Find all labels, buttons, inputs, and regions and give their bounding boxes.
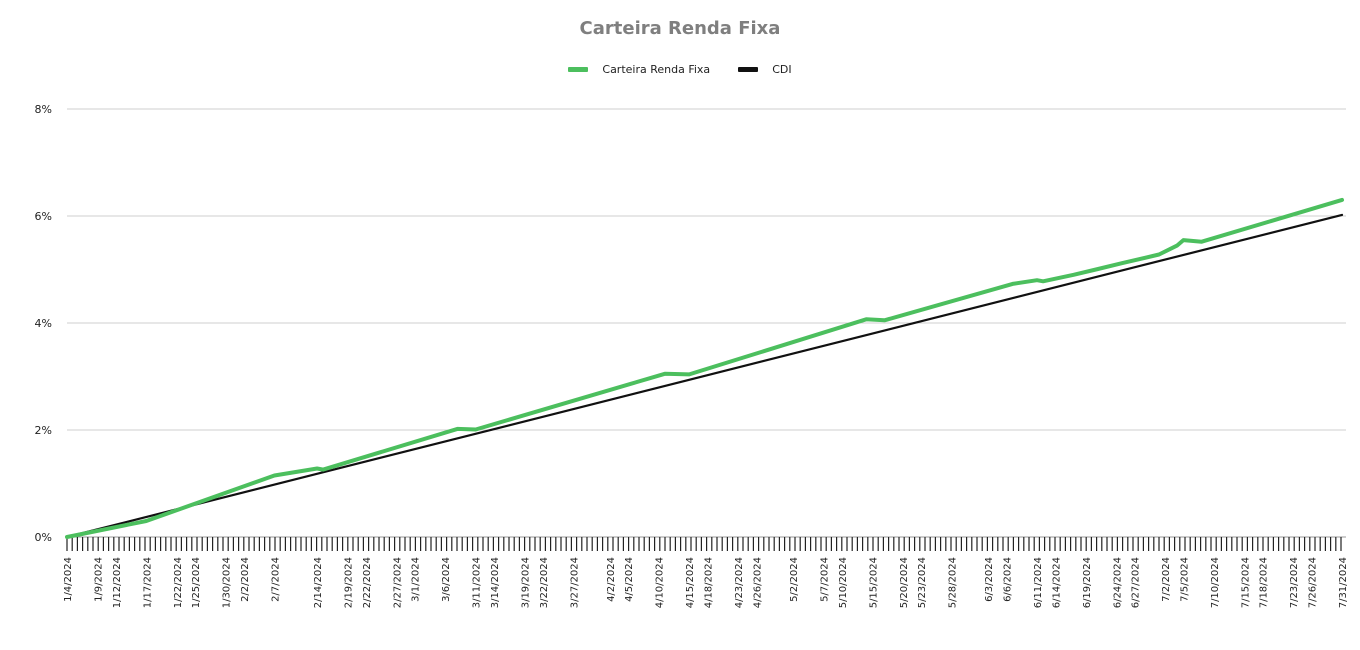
chart-title: Carteira Renda Fixa <box>579 18 781 39</box>
x-tick-label: 1/12/2024 <box>112 557 123 608</box>
legend: Carteira Renda Fixa CDI <box>0 63 1360 76</box>
x-axis-tick-labels: 1/4/2024 1/9/2024 1/12/2024 1/17/2024 1/22/2… <box>63 557 1349 608</box>
x-tick-label: 4/18/2024 <box>704 557 715 608</box>
x-tick-label: 2/7/2024 <box>270 557 281 602</box>
x-tick-label: 4/26/2024 <box>752 557 763 608</box>
x-tick-label: 3/27/2024 <box>569 557 580 608</box>
legend-label-cdi: CDI <box>772 63 792 76</box>
x-tick-label: 6/24/2024 <box>1112 557 1123 608</box>
x-tick-label: 5/15/2024 <box>868 557 879 608</box>
x-tick-label: 2/27/2024 <box>392 557 403 608</box>
x-tick-label: 7/31/2024 <box>1338 557 1349 608</box>
x-tick-label: 1/25/2024 <box>191 557 202 608</box>
x-tick-label: 4/15/2024 <box>685 557 696 608</box>
x-axis <box>66 536 1346 551</box>
x-tick-label: 1/30/2024 <box>222 557 233 608</box>
x-tick-label: 4/10/2024 <box>655 557 666 608</box>
x-tick-label: 1/22/2024 <box>173 557 184 608</box>
x-tick-label: 3/22/2024 <box>539 557 550 608</box>
x-tick-label: 7/2/2024 <box>1161 557 1172 602</box>
x-tick-label: 1/4/2024 <box>63 557 74 602</box>
x-tick-label: 6/3/2024 <box>984 557 995 602</box>
x-tick-label: 3/6/2024 <box>441 557 452 602</box>
series-lines <box>65 197 1344 539</box>
x-tick-label: 7/26/2024 <box>1307 557 1318 608</box>
x-tick-label: 3/1/2024 <box>411 557 422 602</box>
x-tick-label: 7/5/2024 <box>1179 557 1190 602</box>
x-tick-label: 6/14/2024 <box>1051 557 1062 608</box>
legend-label-carteira: Carteira Renda Fixa <box>602 63 711 76</box>
x-tick-label: 6/19/2024 <box>1082 557 1093 608</box>
x-tick-label: 1/9/2024 <box>94 557 105 602</box>
x-tick-label: 4/23/2024 <box>734 557 745 608</box>
series-line-cdi <box>65 213 1344 539</box>
legend-swatch-carteira <box>568 67 589 72</box>
x-tick-label: 4/5/2024 <box>624 557 635 602</box>
x-tick-label: 6/27/2024 <box>1131 557 1142 608</box>
x-tick-label: 2/14/2024 <box>313 557 324 608</box>
gridlines <box>67 108 1346 431</box>
x-tick-label: 7/18/2024 <box>1259 557 1270 608</box>
x-tick-label: 2/19/2024 <box>344 557 355 608</box>
y-axis-ticks: 0% 2% 4% 6% 8% <box>35 103 52 544</box>
x-tick-label: 5/23/2024 <box>917 557 928 608</box>
x-tick-label: 5/28/2024 <box>948 557 959 608</box>
y-tick-label: 2% <box>35 424 52 437</box>
y-tick-label: 6% <box>35 210 52 223</box>
x-tick-label: 2/2/2024 <box>240 557 251 602</box>
x-tick-label: 3/11/2024 <box>472 557 483 608</box>
series-line-carteira <box>65 197 1344 539</box>
x-tick-label: 6/6/2024 <box>1002 557 1013 602</box>
x-tick-label: 5/20/2024 <box>899 557 910 608</box>
x-tick-label: 4/2/2024 <box>606 557 617 602</box>
x-tick-label: 1/17/2024 <box>142 557 153 608</box>
legend-item-carteira[interactable]: Carteira Renda Fixa <box>568 63 710 76</box>
x-tick-label: 2/22/2024 <box>362 557 373 608</box>
y-tick-label: 0% <box>35 531 52 544</box>
x-tick-label: 5/10/2024 <box>838 557 849 608</box>
x-tick-label: 3/19/2024 <box>521 557 532 608</box>
legend-swatch-cdi <box>738 67 759 72</box>
x-tick-label: 7/10/2024 <box>1210 557 1221 608</box>
y-tick-label: 4% <box>35 317 52 330</box>
y-tick-label: 8% <box>35 103 52 116</box>
x-tick-label: 5/7/2024 <box>819 557 830 602</box>
x-tick-label: 6/11/2024 <box>1033 557 1044 608</box>
x-tick-label: 3/14/2024 <box>490 557 501 608</box>
x-tick-label: 5/2/2024 <box>789 557 800 602</box>
x-tick-label: 7/15/2024 <box>1240 557 1251 608</box>
x-tick-label: 7/23/2024 <box>1289 557 1300 608</box>
legend-item-cdi[interactable]: CDI <box>738 63 792 76</box>
